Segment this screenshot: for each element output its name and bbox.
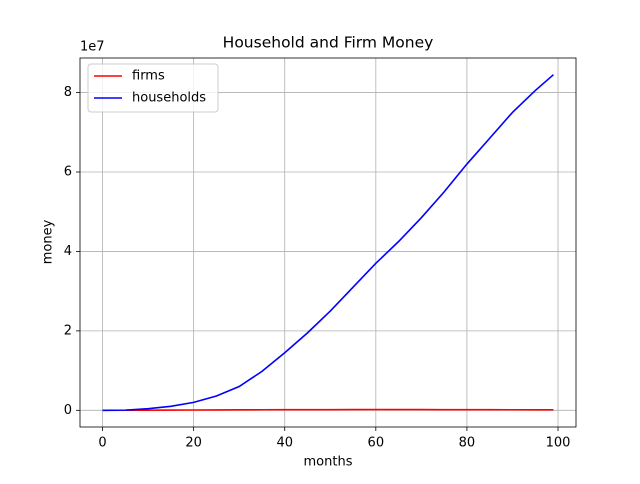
legend-label: households bbox=[132, 91, 206, 106]
y-tick-label: 6 bbox=[64, 164, 72, 179]
y-tick-label: 0 bbox=[64, 403, 72, 418]
x-tick-label: 40 bbox=[276, 436, 293, 451]
x-axis-label: months bbox=[304, 455, 353, 470]
x-tick-label: 80 bbox=[459, 436, 476, 451]
y-offset-label: 1e7 bbox=[80, 40, 105, 55]
chart-title: Household and Firm Money bbox=[223, 34, 434, 52]
x-tick-label: 60 bbox=[368, 436, 385, 451]
x-tick-label: 100 bbox=[546, 436, 571, 451]
y-tick-label: 8 bbox=[64, 85, 72, 100]
data-line bbox=[102, 408, 554, 412]
plot-frame bbox=[79, 57, 577, 428]
y-axis-label: money bbox=[41, 219, 56, 264]
x-tick-label: 0 bbox=[98, 436, 106, 451]
x-tick-label: 20 bbox=[185, 436, 202, 451]
y-tick-label: 2 bbox=[64, 323, 72, 338]
y-tick-label: 4 bbox=[64, 244, 72, 259]
data-line bbox=[102, 74, 554, 412]
legend-label: firms bbox=[132, 69, 165, 84]
